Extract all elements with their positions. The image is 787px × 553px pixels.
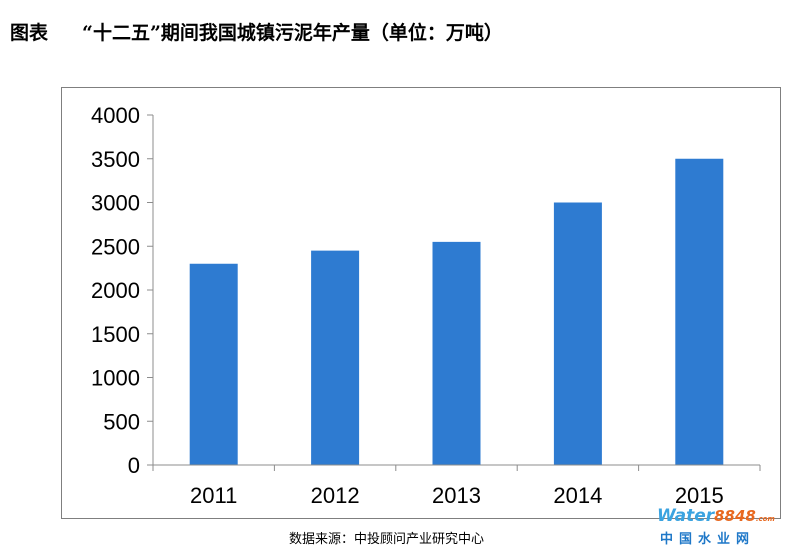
y-tick-label: 1000 (91, 366, 140, 391)
y-tick-label: 2500 (91, 234, 140, 259)
watermark-brand-number: 8848 (714, 507, 756, 525)
watermark-logo: Water8848.com 中国水业网 (657, 506, 779, 550)
bar (553, 202, 602, 465)
x-tick-label: 2012 (311, 483, 360, 508)
watermark-brand: Water (657, 506, 715, 526)
bar (189, 263, 238, 465)
bar-chart: 0 500 1000 1500 2000 2500 3000 3500 4000 2011 2012… (91, 103, 761, 508)
bar (432, 241, 481, 465)
x-tick-label: 2011 (190, 483, 237, 508)
bar (311, 250, 360, 465)
x-tick-label: 2014 (553, 483, 602, 508)
chart-frame: 0 500 1000 1500 2000 2500 3000 3500 4000 2011 2012… (61, 87, 781, 519)
y-tick-label: 2000 (91, 278, 140, 303)
y-tick-label: 1500 (91, 322, 140, 347)
y-tick-label: 3000 (91, 191, 140, 216)
bar (675, 158, 724, 465)
chart-title: 图表 “十二五”期间我国城镇污泥年产量（单位：万吨） (10, 18, 503, 45)
y-tick-label: 3500 (91, 147, 140, 172)
x-tick-label: 2015 (675, 483, 724, 508)
watermark-brand-suffix: .com (755, 515, 775, 523)
title-main: “十二五”期间我国城镇污泥年产量（单位：万吨） (82, 22, 503, 44)
y-tick-label: 0 (128, 453, 140, 478)
y-tick-label: 500 (103, 409, 140, 434)
title-prefix: 图表 (10, 22, 49, 44)
y-tick-label: 4000 (91, 103, 140, 128)
data-source-note: 数据来源：中投顾问产业研究中心 (289, 532, 485, 547)
x-tick-label: 2013 (432, 483, 481, 508)
watermark-cn-name: 中国水业网 (660, 532, 756, 547)
